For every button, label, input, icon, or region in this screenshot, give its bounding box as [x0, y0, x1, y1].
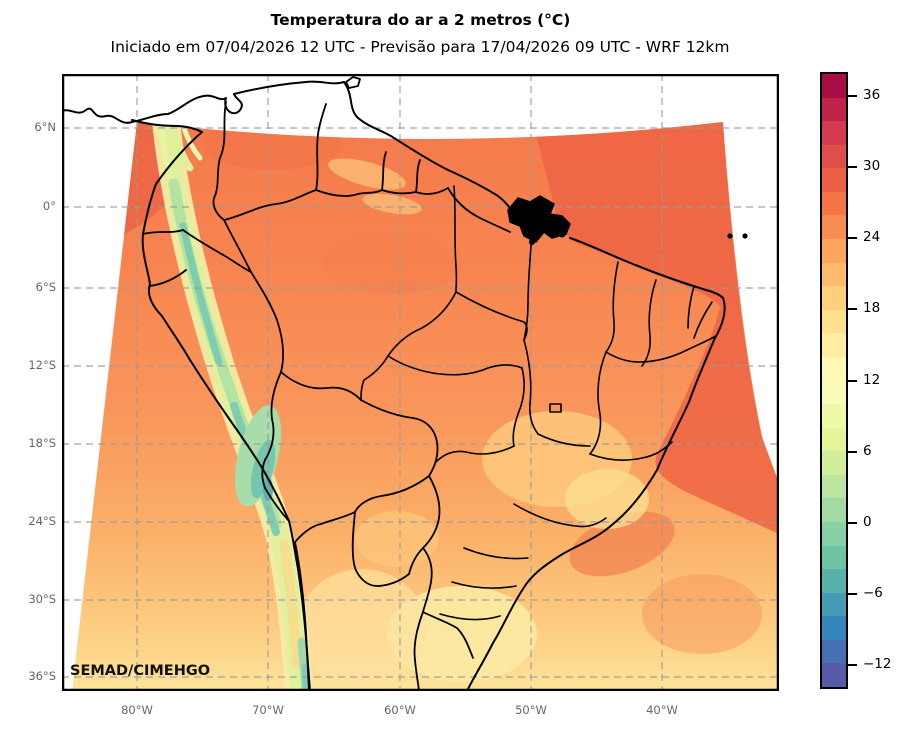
colorbar-tick-mark [848, 379, 857, 382]
lat-tick-label: 6°S [35, 280, 56, 294]
ocean-islet-1 [727, 233, 733, 239]
pale-patch-paraguay [355, 511, 439, 567]
colorbar-tick-mark [848, 450, 857, 453]
colorbar [820, 72, 848, 689]
colorbar-segment [822, 97, 846, 122]
gridlines [62, 74, 779, 691]
colorbar-tick-label: 24 [863, 229, 881, 246]
colorbar-segment [822, 521, 846, 546]
colorbar-tick-mark [848, 664, 857, 667]
lat-tick-label: 30°S [28, 592, 56, 606]
lon-tick-label: 40°W [646, 703, 678, 717]
lon-tick-label: 60°W [384, 703, 416, 717]
colorbar-segment [822, 144, 846, 169]
colorbar-segment [822, 74, 846, 98]
lon-tick-label: 50°W [515, 703, 547, 717]
colorbar-segment [822, 663, 846, 688]
colorbar-segment [822, 380, 846, 405]
temperature-field [72, 122, 779, 691]
source-watermark: SEMAD/CIMEHGO [70, 663, 210, 679]
colorbar-segment [822, 239, 846, 263]
pale-patch-chaco [297, 569, 427, 689]
colorbar-tick-mark [848, 94, 857, 97]
lat-tick-label: 12°S [28, 358, 56, 372]
colorbar-segment [822, 356, 846, 381]
colorbar-tick-label: −12 [863, 656, 892, 673]
ocean-islet-2 [742, 233, 748, 239]
delta-islet-2 [529, 239, 535, 245]
colorbar-tick-label: 12 [863, 371, 881, 388]
amazon-delta-blob [507, 195, 571, 243]
colorbar-segment [822, 262, 846, 287]
colorbar-segment [822, 309, 846, 334]
colorbar-segment [822, 592, 846, 617]
colorbar-segment [822, 286, 846, 310]
plot-frame [62, 74, 779, 691]
colorbar-tick-mark [848, 593, 857, 596]
country-borders [142, 101, 511, 691]
colorbar-tick-mark [848, 308, 857, 311]
colorbar-segment [822, 191, 846, 216]
colorbar-segment [822, 498, 846, 522]
colorbar-segment [822, 616, 846, 640]
lat-tick-label: 18°S [28, 436, 56, 450]
colorbar-segment [822, 545, 846, 570]
colorbar-segment [822, 121, 846, 145]
colorbar-segment [822, 639, 846, 664]
lat-tick-label: 36°S [28, 669, 56, 683]
coastline-caribbean [62, 80, 515, 215]
pale-streak-guiana2 [362, 193, 422, 215]
colorbar-tick-label: 6 [863, 442, 872, 459]
coastline-pacific [141, 131, 311, 691]
chart-subtitle: Iniciado em 07/04/2026 12 UTC - Previsão… [110, 38, 730, 56]
colorbar-tick-label: 36 [863, 86, 881, 103]
pale-streak-guiana1 [328, 158, 406, 190]
colorbar-tick-label: 30 [863, 157, 881, 174]
patch-amazon [322, 234, 462, 294]
coastline-northeast-east [466, 237, 726, 691]
colorbar-segment [822, 451, 846, 475]
colorbar-segment [822, 333, 846, 357]
warm-patch-atlantic-ne [532, 122, 779, 534]
lat-tick-label: 0° [42, 199, 56, 213]
colorbar-tick-label: 18 [863, 300, 881, 317]
colorbar-tick-mark [848, 165, 857, 168]
lon-tick-label: 80°W [121, 703, 153, 717]
colorbar-tick-label: −6 [863, 585, 883, 602]
lat-tick-label: 24°S [28, 514, 56, 528]
colorbar-segment [822, 168, 846, 192]
colorbar-tick-mark [848, 521, 857, 524]
colorbar-segment [822, 404, 846, 428]
colorbar-segment [822, 427, 846, 452]
borders [62, 76, 748, 691]
island-trinidad [345, 76, 361, 89]
chart-title: Temperatura do ar a 2 metros (°C) [270, 11, 571, 29]
patch-south-ocean [642, 574, 762, 654]
pale-patch-minas [565, 469, 649, 529]
patch-amazon2 [442, 222, 542, 266]
colorbar-segment [822, 215, 846, 240]
colorbar-tick-mark [848, 237, 857, 240]
colorbar-segment [822, 474, 846, 499]
colorbar-segment [822, 569, 846, 593]
lon-tick-label: 70°W [252, 703, 284, 717]
state-borders [360, 185, 717, 621]
coastline-panama-south [131, 119, 203, 133]
delta-islet-1 [558, 230, 566, 238]
lat-tick-label: 6°N [34, 120, 56, 134]
map-plot: SEMAD/CIMEHGO [62, 74, 779, 691]
colorbar-tick-label: 0 [863, 513, 872, 530]
